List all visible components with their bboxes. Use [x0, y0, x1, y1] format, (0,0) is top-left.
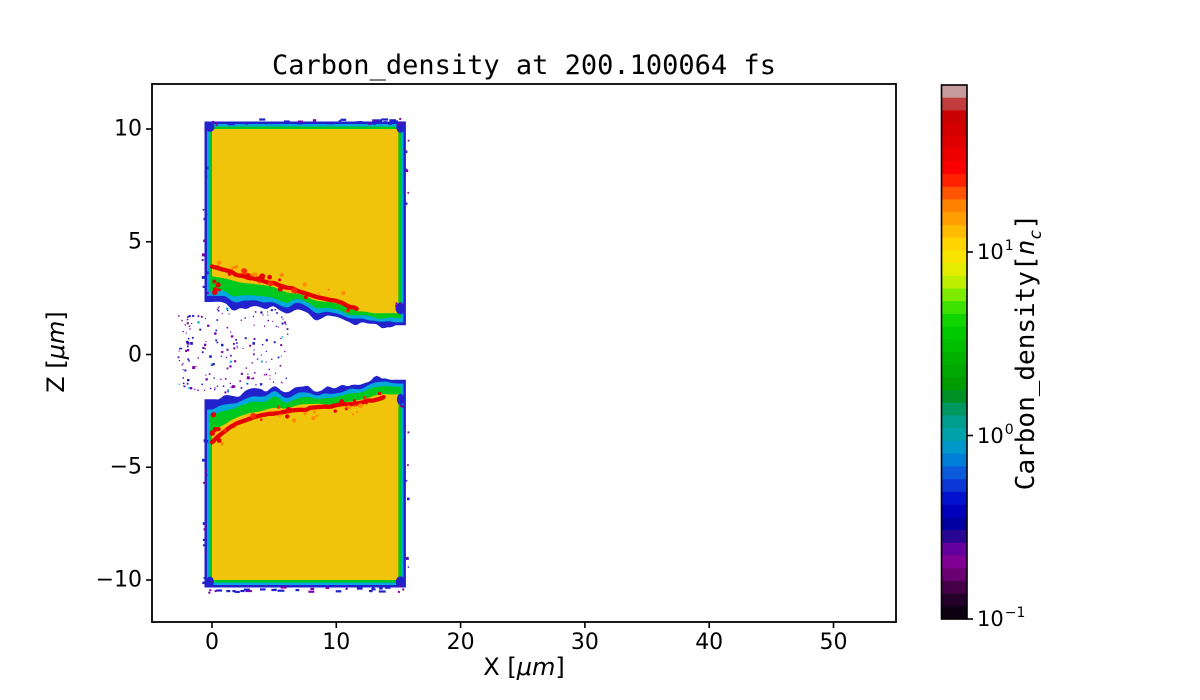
- colorbar-band: [941, 97, 967, 111]
- x-tick-label: 20: [446, 630, 475, 655]
- colorbar-band: [941, 504, 967, 518]
- colorbar-band: [941, 212, 967, 226]
- colorbar-band: [941, 199, 967, 213]
- colorbar-tick-label: 101: [977, 238, 1014, 264]
- slab1-bulk: [212, 394, 399, 580]
- x-axis-label: X [μm]: [152, 653, 896, 681]
- y-axis-label-close: ]: [42, 311, 70, 321]
- y-tick-label: −5: [109, 454, 142, 480]
- colorbar-tick-label: 100: [977, 421, 1014, 448]
- slab0-ablation-front: [209, 264, 359, 311]
- colorbar-band: [941, 606, 967, 620]
- colorbar-label-var: n: [1011, 239, 1041, 256]
- colorbar-label-close: ]: [1011, 213, 1041, 230]
- colorbar-label: Carbon_density[nc]: [1011, 213, 1046, 491]
- colorbar: [940, 84, 973, 620]
- colorbar-frame: [940, 84, 968, 620]
- colorbar-band: [941, 453, 967, 467]
- colorbar-band: [941, 542, 967, 556]
- colorbar-band: [941, 161, 967, 175]
- colorbar-band: [941, 555, 967, 569]
- colorbar-band: [941, 580, 967, 594]
- y-tick-label: 10: [114, 116, 142, 142]
- colorbar-band: [941, 85, 967, 99]
- colorbar-band: [941, 237, 967, 251]
- x-tick-label: 30: [570, 630, 599, 655]
- colorbar-band: [941, 148, 967, 162]
- colorbar-band: [941, 390, 967, 404]
- plot-title: Carbon_density at 200.100064 fs: [272, 50, 776, 81]
- colorbar-band: [941, 441, 967, 455]
- colorbar-band: [941, 377, 967, 391]
- colorbar-band: [941, 263, 967, 277]
- colorbar-label-subscript: c: [1026, 229, 1046, 240]
- x-tick-label: 10: [322, 630, 351, 655]
- x-axis-label-unit: μm: [516, 653, 556, 681]
- colorbar-band: [941, 466, 967, 480]
- colorbar-band: [941, 593, 967, 607]
- x-tick-label: 0: [205, 630, 219, 655]
- x-axis-label-text: X [: [483, 653, 517, 681]
- colorbar-band: [941, 288, 967, 302]
- colorbar-band: [941, 313, 967, 327]
- colorbar-band: [941, 326, 967, 340]
- colorbar-band: [941, 530, 967, 544]
- x-tick-label: 50: [819, 630, 848, 655]
- colorbar-label-text: Carbon_density[: [1011, 255, 1041, 491]
- colorbar-band: [941, 135, 967, 149]
- colorbar-band: [941, 517, 967, 531]
- colorbar-band: [941, 402, 967, 416]
- colorbar-band: [941, 352, 967, 366]
- colorbar-band: [941, 301, 967, 315]
- colorbar-band: [941, 224, 967, 238]
- colorbar-band: [941, 250, 967, 264]
- colorbar-band: [941, 110, 967, 124]
- colorbar-band: [941, 364, 967, 378]
- colorbar-band: [941, 339, 967, 353]
- colorbar-band: [941, 275, 967, 289]
- y-tick-label: −10: [95, 567, 142, 593]
- colorbar-band: [941, 568, 967, 582]
- colorbar-tick-label: 10−1: [977, 605, 1026, 631]
- x-tick-label: 40: [695, 630, 724, 655]
- density-field: [177, 117, 410, 594]
- colorbar-band: [941, 479, 967, 493]
- colorbar-band: [941, 186, 967, 200]
- x-axis-label-close: ]: [555, 653, 565, 681]
- y-tick-label: 5: [128, 229, 142, 255]
- slab0-bulk: [212, 129, 399, 314]
- y-tick-label: 0: [128, 342, 142, 367]
- colorbar-band: [941, 123, 967, 137]
- plot-frame: [151, 83, 897, 623]
- colorbar-band: [941, 428, 967, 442]
- colorbar-band: [941, 415, 967, 429]
- colorbar-band: [941, 174, 967, 188]
- colorbar-band: [941, 491, 967, 505]
